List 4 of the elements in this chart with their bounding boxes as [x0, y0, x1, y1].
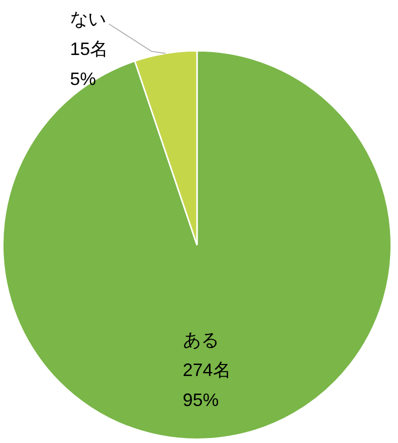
- slice-label: ある: [182, 330, 219, 350]
- data-label: 15名 5%: [70, 38, 108, 89]
- slice-label: ない: [70, 8, 106, 29]
- data-label: 274名 95%: [182, 360, 231, 410]
